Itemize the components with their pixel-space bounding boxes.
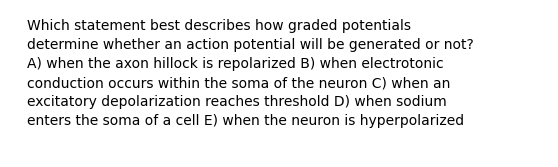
Text: Which statement best describes how graded potentials
determine whether an action: Which statement best describes how grade… bbox=[27, 19, 474, 128]
